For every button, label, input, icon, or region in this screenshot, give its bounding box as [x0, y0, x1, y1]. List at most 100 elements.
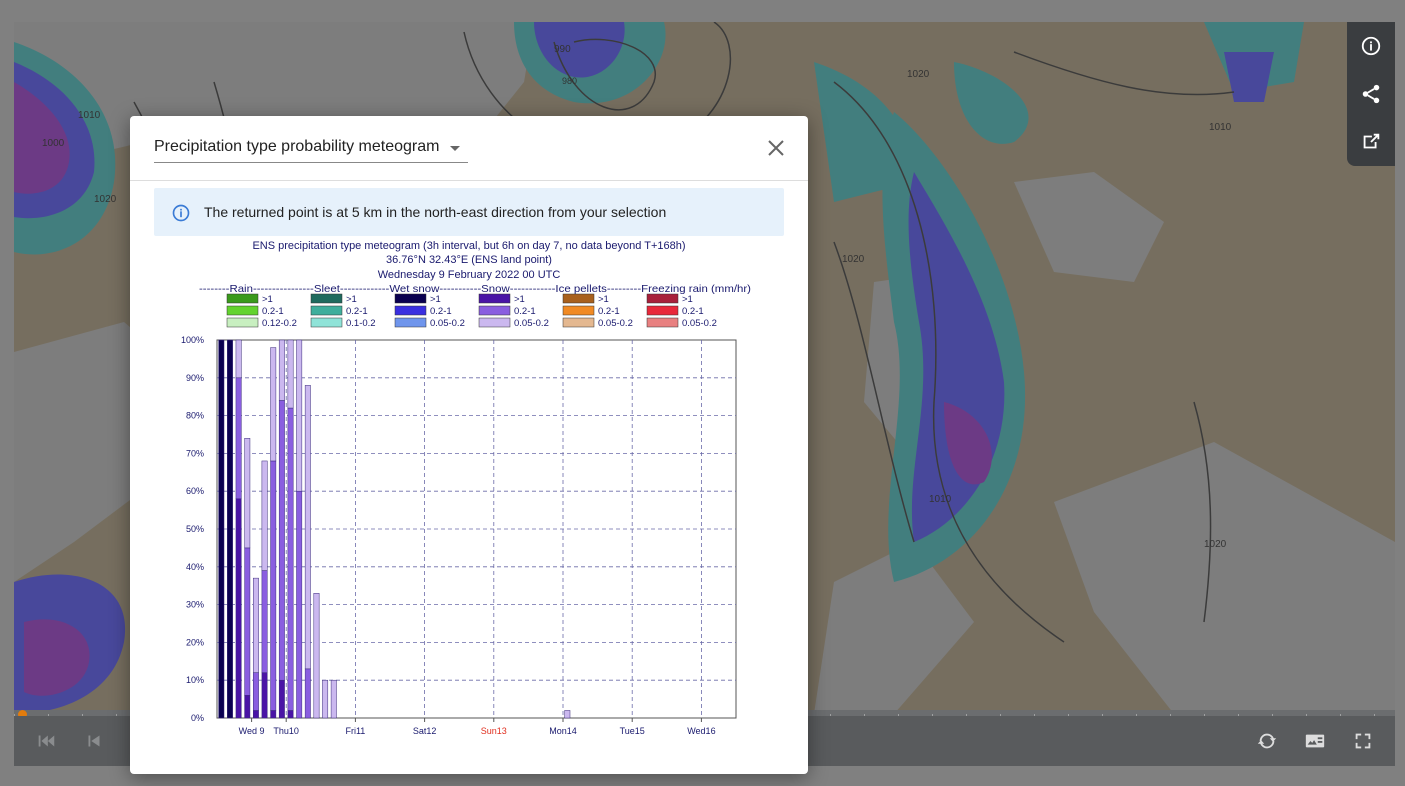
- chart-bar-segment: [227, 339, 233, 719]
- step-back-icon[interactable]: [82, 729, 106, 753]
- chart-bar-segment: [244, 547, 251, 696]
- legend-label: 0.1-0.2: [346, 318, 376, 329]
- chart-bar-segment: [270, 460, 277, 711]
- legend-label: 0.05-0.2: [598, 318, 633, 329]
- chart-bar-segment: [313, 593, 320, 719]
- legend-swatch: [226, 317, 259, 328]
- legend-label: 0.2-1: [514, 306, 536, 317]
- chart-bar-segment: [235, 377, 242, 500]
- product-select-value: Precipitation type probability meteogram: [154, 138, 440, 155]
- chart-bar-segment: [287, 710, 294, 719]
- legend-swatch: [478, 317, 511, 328]
- dialog-header: Precipitation type probability meteogram: [130, 116, 808, 181]
- x-tick-label: Tue15: [620, 726, 645, 736]
- legend: >10.2-10.12-0.2>10.2-10.1-0.2>10.2-10.05…: [226, 293, 717, 329]
- legend-icon[interactable]: [1303, 729, 1327, 753]
- legend-swatch: [394, 305, 427, 316]
- meteogram-dialog: Precipitation type probability meteogram…: [130, 116, 808, 774]
- x-tick-label: Wed 9: [239, 726, 265, 736]
- legend-swatch: [478, 293, 511, 304]
- chart-bar-segment: [304, 668, 311, 719]
- legend-swatch: [226, 305, 259, 316]
- info-icon[interactable]: [1357, 32, 1385, 60]
- isobar-label: 1020: [907, 69, 930, 80]
- loop-icon[interactable]: [1255, 729, 1279, 753]
- x-tick-label: Sat12: [413, 726, 437, 736]
- legend-swatch: [562, 293, 595, 304]
- chevron-down-icon: [450, 146, 460, 151]
- open-in-new-icon[interactable]: [1357, 128, 1385, 156]
- chart-bar-segment: [322, 679, 329, 719]
- info-icon: [171, 203, 191, 223]
- isobar-label: 1010: [1209, 122, 1232, 133]
- legend-swatch: [646, 293, 679, 304]
- y-tick-label: 20%: [186, 637, 204, 647]
- y-tick-label: 90%: [186, 373, 204, 383]
- chart-bar-segment: [287, 407, 294, 711]
- isobar-label: 1020: [842, 254, 865, 265]
- isobar-label: 1010: [78, 110, 101, 121]
- legend-label: >1: [262, 294, 273, 305]
- chart-bar-segment: [235, 498, 242, 719]
- y-tick-label: 10%: [186, 675, 204, 685]
- legend-swatch: [310, 293, 343, 304]
- legend-swatch: [394, 317, 427, 328]
- y-tick-label: 50%: [186, 524, 204, 534]
- chart-title-line-1: ENS precipitation type meteogram (3h int…: [252, 240, 685, 252]
- chart-bar-segment: [270, 347, 277, 462]
- legend-swatch: [310, 317, 343, 328]
- chart-bar-segment: [304, 385, 311, 670]
- info-message: The returned point is at 5 km in the nor…: [204, 204, 667, 220]
- map-side-toolbar: [1347, 22, 1395, 166]
- chart-bar-segment: [278, 339, 285, 401]
- legend-label: 0.05-0.2: [430, 318, 465, 329]
- skip-previous-icon[interactable]: [34, 729, 58, 753]
- product-select[interactable]: Precipitation type probability meteogram: [154, 136, 468, 163]
- close-icon[interactable]: [764, 136, 788, 160]
- chart-title-line-3: Wednesday 9 February 2022 00 UTC: [378, 269, 561, 281]
- share-icon[interactable]: [1357, 80, 1385, 108]
- chart-bar-segment: [278, 679, 285, 719]
- legend-swatch: [562, 305, 595, 316]
- meteogram-chart: ENS precipitation type meteogram (3h int…: [154, 236, 784, 746]
- chart-bar-segment: [330, 679, 337, 719]
- chart-bar-segment: [261, 460, 268, 571]
- timeline-handle[interactable]: [18, 710, 27, 719]
- legend-label: 0.2-1: [262, 306, 284, 317]
- legend-label: 0.2-1: [430, 306, 452, 317]
- legend-swatch: [310, 305, 343, 316]
- chart-grid: [216, 339, 737, 719]
- chart-bars: [218, 339, 571, 719]
- chart-bar-segment: [244, 438, 251, 549]
- chart-bar-segment: [287, 339, 294, 409]
- legend-swatch: [394, 293, 427, 304]
- legend-label: 0.2-1: [682, 306, 704, 317]
- chart-bar-segment: [296, 339, 303, 492]
- isobar-label: 1020: [94, 194, 117, 205]
- chart-bar-segment: [218, 339, 225, 719]
- legend-swatch: [646, 305, 679, 316]
- y-tick-label: 70%: [186, 448, 204, 458]
- legend-swatch: [646, 317, 679, 328]
- y-tick-label: 80%: [186, 411, 204, 421]
- y-tick-label: 30%: [186, 600, 204, 610]
- isobar-label: 990: [554, 44, 571, 55]
- legend-label: >1: [682, 294, 693, 305]
- chart-title-line-2: 36.76°N 32.43°E (ENS land point): [386, 254, 552, 266]
- y-tick-label: 40%: [186, 562, 204, 572]
- chart-bar-segment: [252, 577, 259, 673]
- isobar-label: 1000: [42, 138, 65, 149]
- chart-bar-segment: [296, 490, 303, 719]
- legend-label: 0.2-1: [346, 306, 368, 317]
- fullscreen-icon[interactable]: [1351, 729, 1375, 753]
- legend-label: 0.05-0.2: [514, 318, 549, 329]
- chart-bar-segment: [235, 339, 242, 379]
- legend-header: --------Rain----------------Sleet-------…: [199, 283, 751, 295]
- chart-bar-segment: [564, 710, 571, 719]
- chart-bar-segment: [252, 672, 259, 711]
- chart-bar-segment: [252, 710, 259, 719]
- y-tick-label: 100%: [181, 335, 204, 345]
- isobar-label: 980: [562, 76, 577, 86]
- x-tick-label: Mon14: [549, 726, 577, 736]
- legend-swatch: [226, 293, 259, 304]
